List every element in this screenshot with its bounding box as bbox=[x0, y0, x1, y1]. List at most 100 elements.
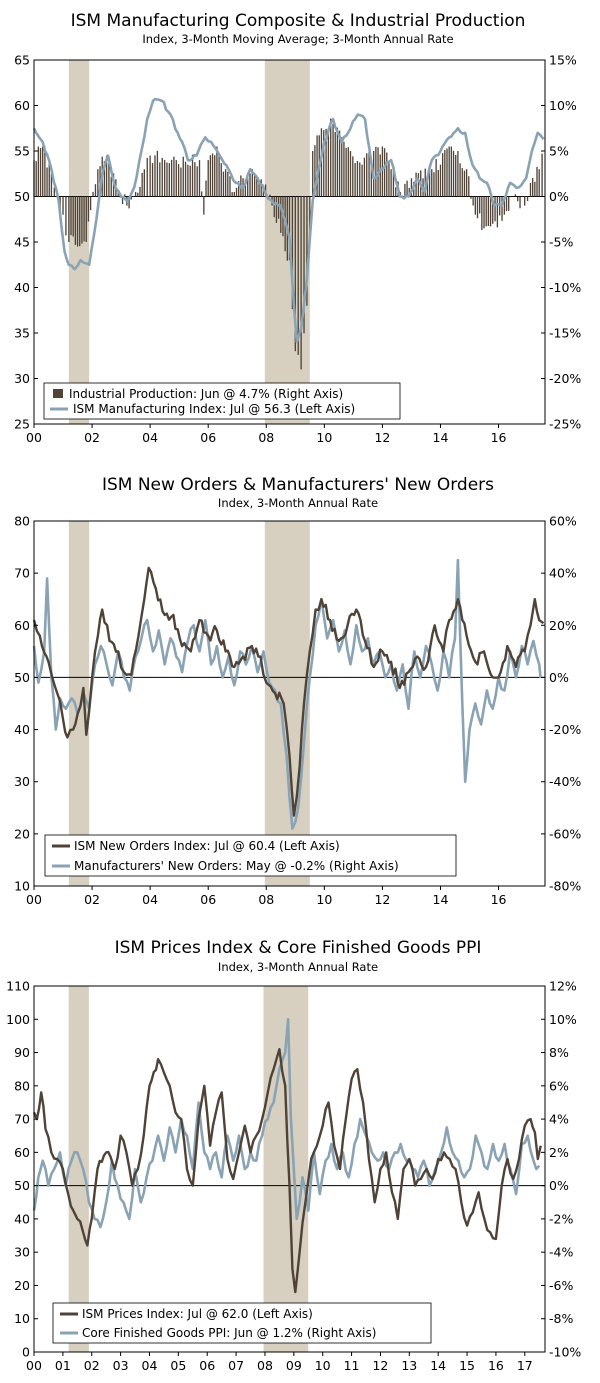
chart1-ip-bar bbox=[390, 169, 392, 197]
chart1-left-tick-label: 50 bbox=[14, 189, 30, 204]
chart3-right-tick-label: 4% bbox=[549, 1112, 569, 1127]
chart1-ip-bar bbox=[470, 196, 472, 199]
chart2-left-tick-label: 20 bbox=[14, 826, 30, 841]
chart3-recession-band-1 bbox=[68, 986, 89, 1352]
chart3-x-tick-label: 01 bbox=[55, 1358, 71, 1373]
chart1-ip-bar bbox=[435, 159, 437, 197]
chart1-ip-bar bbox=[505, 196, 508, 212]
chart1-right-tick-label: -25% bbox=[549, 417, 581, 432]
chart2-x-tick-label: 00 bbox=[26, 892, 42, 907]
chart1-x-axis-labels: 00 02 04 06 08 10 12 14 16 bbox=[26, 424, 507, 445]
chart1-ip-bar bbox=[541, 153, 543, 197]
chart1-ip-bar bbox=[361, 164, 363, 197]
chart1-ip-bar bbox=[312, 151, 314, 197]
chart1-ip-bar bbox=[260, 179, 262, 197]
chart1-ip-bar bbox=[83, 196, 85, 242]
chart1-ip-bar bbox=[457, 151, 459, 197]
chart1-ip-bar bbox=[76, 196, 79, 247]
chart1-ip-bar bbox=[388, 162, 390, 197]
chart3-right-tick-label: 10% bbox=[549, 1012, 577, 1027]
chart2-right-tick-label: -40% bbox=[549, 774, 581, 789]
chart1-legend-box bbox=[43, 382, 401, 420]
chart3-x-tick-label: 15 bbox=[459, 1358, 475, 1373]
chart1-ip-bar bbox=[465, 169, 468, 197]
chart1-ip-bar bbox=[189, 165, 191, 197]
chart1-ip-bar bbox=[452, 150, 455, 197]
chart3-left-tick-label: 40 bbox=[14, 1211, 30, 1226]
chart1-x-tick-label: 06 bbox=[200, 430, 216, 445]
chart3-right-tick-label: -2% bbox=[549, 1211, 573, 1226]
chart1-left-tick-label: 25 bbox=[14, 417, 30, 432]
chart1-ip-bar bbox=[70, 196, 72, 236]
chart1-ip-bar bbox=[524, 196, 526, 206]
chart2-left-tick-label: 10 bbox=[14, 879, 30, 894]
chart1-ip-bar bbox=[205, 180, 207, 197]
chart1-ip-bar bbox=[175, 160, 177, 197]
chart1-ip-bar bbox=[161, 157, 163, 197]
chart1-legend-item-1: Industrial Production: Jun @ 4.7% (Right… bbox=[69, 387, 343, 401]
chart1-ip-bar bbox=[211, 153, 214, 197]
chart1-ip-bar bbox=[130, 196, 132, 200]
chart1-ip-bar bbox=[275, 196, 278, 223]
chart2-left-tick-label: 80 bbox=[14, 514, 30, 529]
chart2-x-tick-label: 04 bbox=[142, 892, 158, 907]
chart1-ip-bar bbox=[207, 160, 209, 197]
chart1-x-tick-label: 10 bbox=[316, 430, 332, 445]
chart1-ip-bar bbox=[332, 123, 334, 197]
chart3-right-tick-label: -6% bbox=[549, 1278, 573, 1293]
chart1-subtitle: Index, 3-Month Moving Average; 3-Month A… bbox=[142, 32, 453, 46]
chart1-ip-bar bbox=[244, 179, 247, 197]
chart1-ip-bar bbox=[128, 196, 130, 209]
chart1-ip-bar bbox=[383, 148, 386, 197]
chart3-legend-item-1: ISM Prices Index: Jul @ 62.0 (Left Axis) bbox=[82, 1307, 313, 1321]
chart1-ip-bar bbox=[338, 130, 341, 197]
chart1-left-tick-label: 45 bbox=[14, 235, 30, 250]
chart2-right-tick-label: -80% bbox=[549, 879, 581, 894]
chart1-left-axis-labels: 25 30 35 40 45 50 55 60 65 bbox=[14, 53, 38, 432]
chart2-recession-band-2 bbox=[264, 521, 310, 886]
chart3-subtitle: Index, 3-Month Annual Rate bbox=[218, 960, 378, 974]
chart1-ip-bar bbox=[300, 196, 302, 370]
chart1-legend-bar-swatch bbox=[53, 389, 63, 398]
chart1-ip-bar bbox=[517, 196, 519, 202]
chart1-ip-bar bbox=[74, 196, 77, 245]
chart3-x-tick-label: 14 bbox=[430, 1358, 446, 1373]
chart1-ip-bar bbox=[356, 161, 359, 197]
chart1-ip-bar bbox=[137, 192, 139, 197]
chart1-ip-bar bbox=[433, 172, 435, 197]
chart1-ip-bar bbox=[327, 130, 330, 197]
chart1-ip-bar bbox=[479, 196, 481, 214]
chart1-ip-bar bbox=[139, 186, 141, 197]
chart1-ip-bar bbox=[417, 173, 420, 197]
chart1-legend: Industrial Production: Jun @ 4.7% (Right… bbox=[43, 382, 401, 420]
chart1-ip-bar bbox=[534, 181, 536, 197]
chart1-ip-bar bbox=[146, 157, 148, 197]
chart3-left-tick-label: 100 bbox=[6, 1012, 30, 1027]
chart1-ip-bar bbox=[439, 164, 442, 197]
chart1-ip-bar bbox=[42, 146, 44, 197]
chart1-ip-bar bbox=[224, 169, 227, 197]
chart1-ip-bar bbox=[483, 196, 485, 229]
chart2-recession-bands bbox=[68, 521, 310, 886]
chart1-ip-bar bbox=[448, 146, 450, 197]
chart2-right-tick-label: 20% bbox=[549, 618, 577, 633]
chart2-legend-item-2: Manufacturers' New Orders: May @ -0.2% (… bbox=[74, 859, 399, 873]
panel-ism-prices: ISM Prices Index & Core Finished Goods P… bbox=[6, 938, 581, 1373]
chart1-ip-bar bbox=[489, 196, 492, 227]
chart3-legend: ISM Prices Index: Jul @ 62.0 (Left Axis)… bbox=[52, 1302, 432, 1344]
chart1-right-tick-label: 10% bbox=[549, 98, 577, 113]
chart3-left-tick-label: 20 bbox=[14, 1278, 30, 1293]
chart1-ip-bar bbox=[269, 194, 271, 197]
chart1-ip-bar bbox=[441, 153, 444, 197]
chart1-ip-bar bbox=[235, 187, 238, 197]
chart1-ip-bar bbox=[450, 146, 453, 197]
chart1-x-tick-label: 16 bbox=[491, 430, 507, 445]
chart3-left-tick-label: 110 bbox=[6, 979, 30, 994]
chart1-ip-bar bbox=[191, 154, 194, 197]
chart3-x-tick-label: 03 bbox=[113, 1358, 129, 1373]
chart1-ip-bar bbox=[273, 196, 275, 218]
chart1-ip-bar bbox=[494, 196, 496, 222]
chart1-ip-bar bbox=[143, 169, 145, 197]
chart2-left-tick-label: 30 bbox=[14, 774, 30, 789]
chart1-ip-bar bbox=[341, 137, 343, 197]
